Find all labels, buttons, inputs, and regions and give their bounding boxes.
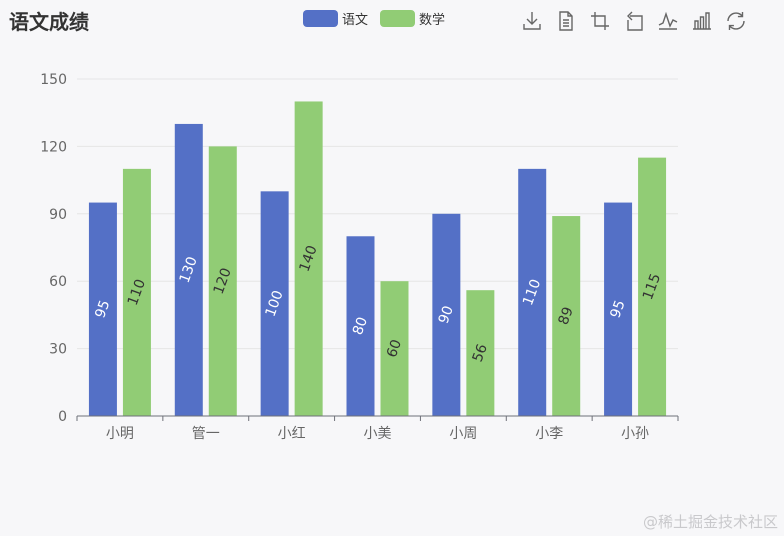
line-chart-icon[interactable]: [656, 9, 680, 33]
legend-swatch: [303, 10, 338, 27]
bar: [380, 281, 409, 416]
x-tick-label: 小周: [449, 426, 477, 442]
bar-value-label: 90: [436, 304, 457, 326]
y-axis-tick-labels: 0 30 60 90 120 150: [40, 72, 67, 425]
y-tick-label: 60: [49, 274, 67, 290]
bar-value-label: 89: [556, 305, 577, 327]
bar: [346, 236, 375, 416]
chart-title: 语文成绩: [9, 10, 89, 34]
bar-value-label: 80: [350, 315, 371, 337]
bar: [294, 101, 323, 416]
bar: [518, 168, 547, 416]
x-tick-label: 小孙: [621, 426, 649, 442]
y-tick-label: 150: [40, 72, 67, 88]
x-tick-label: 管一: [192, 426, 220, 442]
toolbox: [520, 9, 758, 33]
bar: [466, 290, 495, 416]
bar-value-label: 56: [470, 342, 491, 364]
watermark: @稀土掘金技术社区: [642, 513, 778, 531]
x-tick-label: 小明: [106, 426, 134, 442]
y-tick-label: 30: [49, 342, 67, 358]
bars: [88, 101, 667, 416]
legend-item-series-0[interactable]: 语文: [303, 9, 368, 28]
bar-value-label: 60: [384, 337, 405, 359]
bar-value-label: 95: [608, 298, 629, 320]
bar: [174, 123, 203, 416]
zoom-reset-icon[interactable]: [622, 9, 646, 33]
legend: 语文 数学: [303, 9, 457, 28]
bar: [604, 202, 633, 416]
data-view-icon[interactable]: [554, 9, 578, 33]
bar: [638, 157, 667, 416]
grid-lines: [77, 78, 678, 350]
bar-value-label: 95: [92, 298, 113, 320]
y-tick-label: 90: [49, 207, 67, 223]
bar-chart-icon[interactable]: [690, 9, 714, 33]
bar: [552, 216, 581, 416]
legend-swatch: [380, 10, 416, 27]
x-tick-label: 小美: [364, 426, 392, 442]
legend-label: 数学: [419, 13, 446, 28]
x-axis: [76, 415, 679, 421]
legend-item-series-1[interactable]: 数学: [380, 9, 445, 28]
bar: [122, 168, 151, 416]
y-tick-label: 0: [58, 409, 67, 425]
zoom-icon[interactable]: [588, 9, 612, 33]
x-tick-label: 小红: [278, 426, 306, 442]
y-tick-label: 120: [40, 139, 67, 155]
restore-icon[interactable]: [724, 9, 748, 33]
bar: [208, 146, 237, 416]
x-axis-tick-labels: 小明 管一 小红 小美 小周 小李 小孙: [106, 426, 649, 442]
bar: [88, 202, 117, 416]
bar: [432, 213, 461, 416]
download-icon[interactable]: [520, 9, 544, 33]
legend-label: 语文: [342, 13, 369, 28]
bar: [260, 191, 289, 416]
x-tick-label: 小李: [535, 426, 563, 442]
